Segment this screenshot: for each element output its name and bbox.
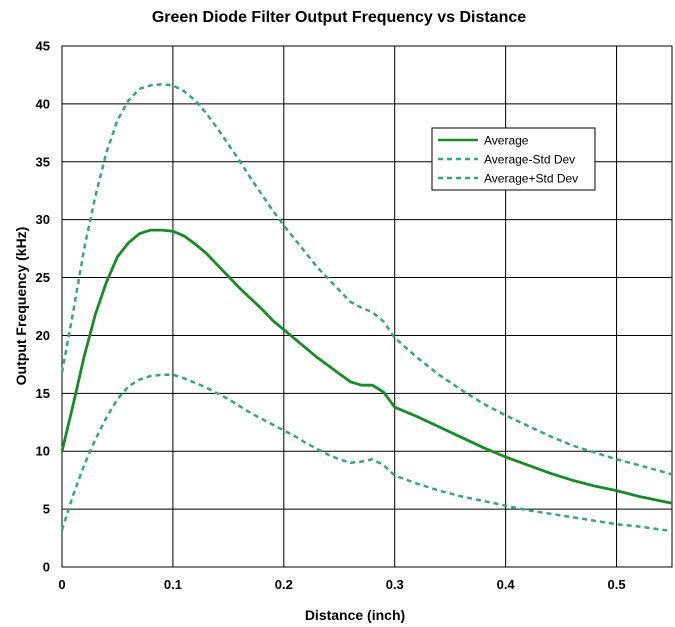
series-line-0	[60, 228, 673, 505]
x-axis-label: Distance (inch)	[305, 607, 405, 623]
legend-label: Average	[484, 134, 529, 148]
y-tick-label: 45	[36, 39, 50, 54]
x-tick-label: 0.5	[608, 577, 626, 592]
gridlines	[61, 45, 673, 568]
legend-label: Average-Std Dev	[484, 153, 575, 167]
y-tick-label: 0	[43, 560, 50, 575]
x-tick-label: 0	[58, 577, 65, 592]
y-axis-label: Output Frequency (kHz)	[13, 227, 29, 386]
legend-label: Average+Std Dev	[484, 172, 578, 186]
y-tick-label: 10	[36, 444, 50, 459]
y-tick-label: 35	[36, 154, 50, 169]
x-tick-label: 0.1	[164, 577, 182, 592]
legend: Average Average-Std Dev Average+Std Dev	[431, 127, 596, 191]
series-line-1	[60, 373, 673, 533]
y-tick-label: 40	[36, 96, 50, 111]
y-tick-label: 30	[36, 212, 50, 227]
y-tick-label: 25	[36, 270, 50, 285]
y-tick-label: 5	[43, 502, 50, 517]
series-lines	[60, 82, 673, 533]
y-tick-label: 20	[36, 328, 50, 343]
x-tick-label: 0.2	[275, 577, 293, 592]
x-tick-label: 0.3	[386, 577, 404, 592]
y-tick-label: 15	[36, 386, 50, 401]
series-line-2	[60, 82, 673, 476]
chart-title: Green Diode Filter Output Frequency vs D…	[152, 9, 526, 26]
plot-area-border	[61, 45, 673, 568]
x-tick-label: 0.4	[497, 577, 516, 592]
tick-labels: 0 5 10 15 20 25 30 35 40 45 0 0.1 0.2 0.3 0.4 0.5	[36, 39, 626, 593]
